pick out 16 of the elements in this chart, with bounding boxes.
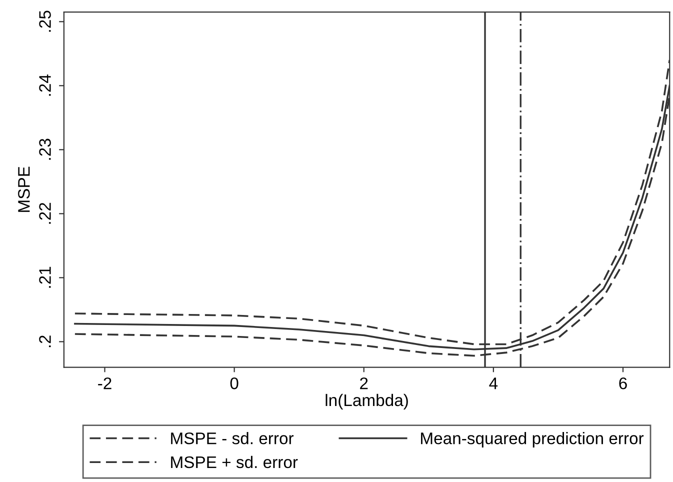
x-tick-label: 2 bbox=[360, 377, 368, 390]
y-tick-label: .25 bbox=[39, 10, 51, 32]
x-axis-title: ln(Lambda) bbox=[326, 394, 408, 410]
x-tick-label: 4 bbox=[489, 378, 498, 390]
y-axis-title: MSPE bbox=[18, 166, 30, 212]
x-tick-label: 0 bbox=[230, 377, 238, 390]
legend-label: MSPE + sd. error bbox=[171, 456, 298, 468]
y-tick-label: .24 bbox=[39, 74, 51, 96]
x-tick-label: 6 bbox=[619, 377, 627, 390]
legend-label: MSPE - sd. error bbox=[171, 432, 294, 444]
y-tick-label: .23 bbox=[39, 138, 51, 160]
y-tick-label: .22 bbox=[39, 202, 51, 224]
y-tick-label: .2 bbox=[39, 336, 51, 348]
legend-label: Mean-squared prediction error bbox=[421, 432, 644, 448]
y-tick-label: .21 bbox=[39, 266, 51, 288]
x-tick-label: -2 bbox=[98, 377, 112, 390]
